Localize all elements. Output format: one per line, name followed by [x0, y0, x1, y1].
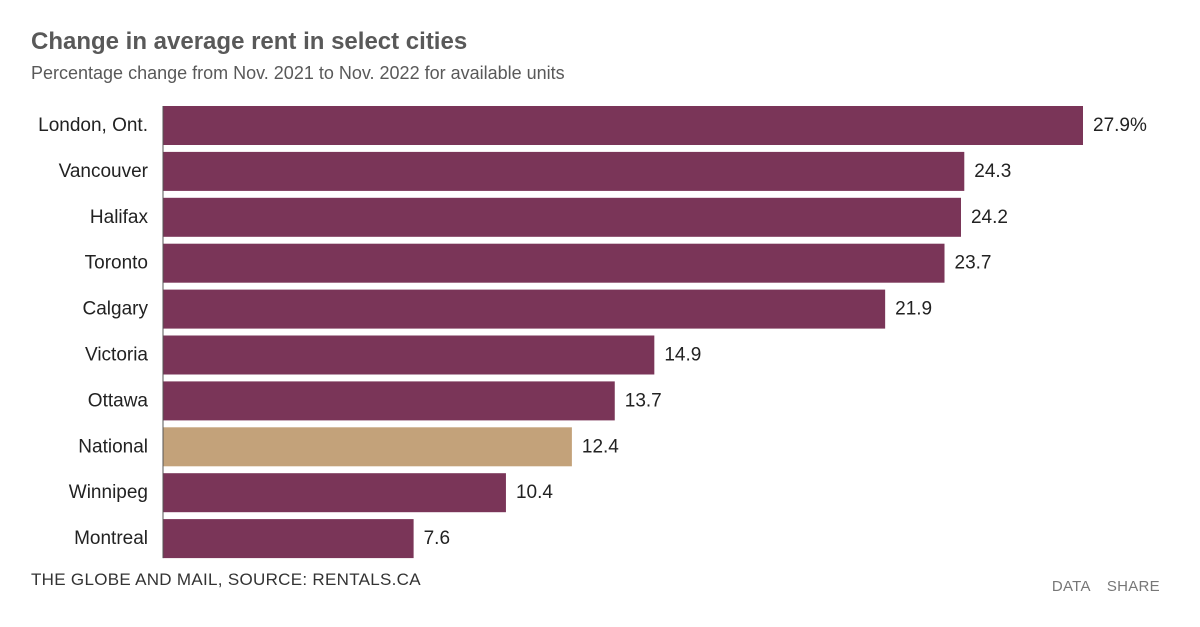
- category-label: Ottawa: [88, 390, 149, 411]
- category-label: National: [78, 436, 148, 457]
- bar: [163, 473, 506, 513]
- bar: [163, 381, 615, 421]
- data-link[interactable]: DATA: [1051, 578, 1091, 595]
- category-label: Calgary: [83, 299, 149, 320]
- bar: [163, 289, 886, 329]
- data-label: 23.7: [955, 253, 992, 274]
- category-label: Winnipeg: [69, 482, 148, 503]
- data-label: 24.3: [974, 161, 1011, 182]
- share-link[interactable]: SHARE: [1106, 578, 1160, 595]
- category-label: Vancouver: [59, 161, 149, 182]
- data-label: 13.7: [625, 390, 662, 411]
- data-label: 27.9%: [1093, 115, 1147, 136]
- category-label: Montreal: [74, 528, 148, 549]
- bar: [163, 197, 961, 237]
- category-label: Halifax: [90, 207, 149, 228]
- footer-links: DATA SHARE: [1052, 578, 1160, 595]
- data-label: 12.4: [582, 436, 619, 457]
- bar: [163, 519, 414, 559]
- category-label: Victoria: [85, 345, 148, 366]
- bar: [163, 427, 572, 467]
- bar: [163, 151, 965, 191]
- bar: [163, 106, 1083, 145]
- category-label: London, Ont.: [38, 115, 148, 136]
- data-label: 21.9: [895, 299, 932, 320]
- bar: [163, 335, 655, 375]
- chart-title: Change in average rent in select cities: [31, 28, 468, 55]
- bar: [163, 243, 945, 283]
- data-label: 24.2: [971, 207, 1008, 228]
- chart-subtitle: Percentage change from Nov. 2021 to Nov.…: [31, 63, 565, 83]
- data-label: 14.9: [664, 345, 701, 366]
- data-label: 7.6: [424, 528, 450, 549]
- category-label: Toronto: [85, 253, 148, 274]
- source-credit: THE GLOBE AND MAIL, SOURCE: RENTALS.CA: [31, 570, 421, 589]
- data-label: 10.4: [516, 482, 553, 503]
